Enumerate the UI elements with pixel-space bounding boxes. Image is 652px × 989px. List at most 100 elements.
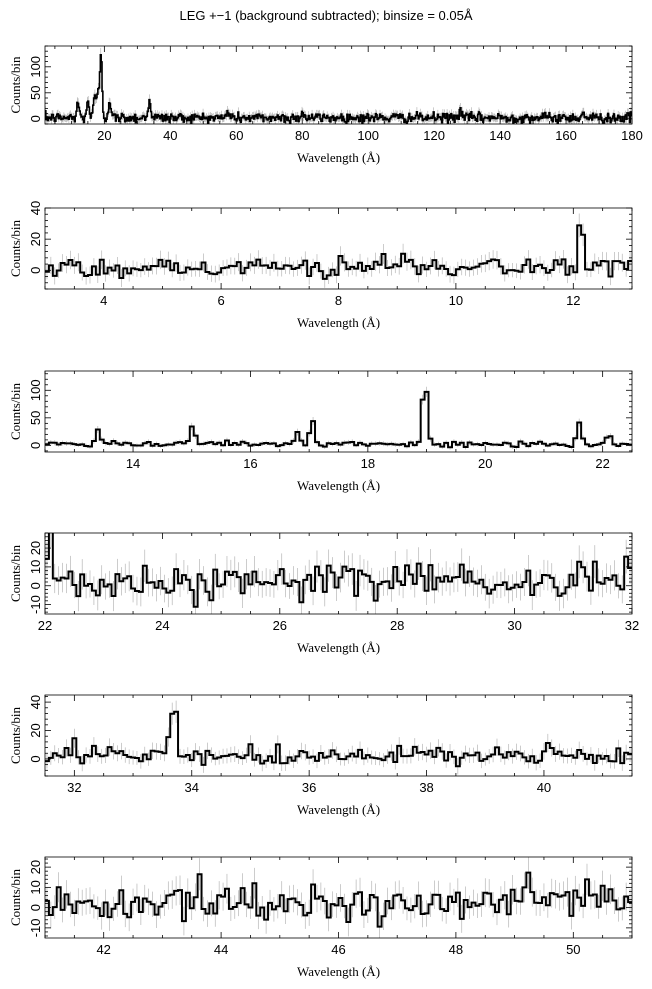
- error-bars: [46, 700, 631, 775]
- y-tick-label: 100: [28, 379, 43, 401]
- y-tick-label: 0: [28, 442, 43, 449]
- y-tick-label: 0: [28, 904, 43, 911]
- y-tick-label: 20: [28, 541, 43, 555]
- x-ticks: [44, 371, 633, 452]
- spectrum-series-line: [45, 224, 632, 280]
- y-ticks: [45, 207, 632, 290]
- x-tick-label: 36: [302, 780, 316, 795]
- y-axis-title: Counts/bin: [8, 706, 23, 764]
- y-tick-label: 0: [28, 267, 43, 274]
- spectrum-series-line: [45, 533, 632, 608]
- x-tick-label: 10: [449, 293, 463, 308]
- spectrum-series-line: [45, 53, 632, 124]
- x-tick-label: 80: [295, 128, 309, 143]
- x-tick-label: 16: [243, 456, 257, 471]
- x-tick-label: 6: [217, 293, 224, 308]
- x-tick-label: 46: [331, 942, 345, 957]
- y-tick-label: 100: [28, 56, 43, 78]
- x-axis-title: Wavelength (Å): [297, 640, 380, 655]
- x-tick-label: 18: [361, 456, 375, 471]
- spectrum-panel-3: 14 16 18 20 22 0 50 100 Wavelength (Å) Counts/bin: [8, 370, 633, 493]
- error-bar-path: [46, 386, 631, 450]
- x-tick-label: 14: [126, 456, 140, 471]
- y-axis-title: Counts/bin: [8, 219, 23, 277]
- x-ticks: [44, 695, 633, 776]
- y-axis-title: Counts/bin: [8, 544, 23, 602]
- x-tick-label: 38: [419, 780, 433, 795]
- spectrum-series-line: [45, 710, 632, 768]
- y-axis-title: Counts/bin: [8, 56, 23, 114]
- y-ticks: [45, 532, 632, 613]
- x-axis-title: Wavelength (Å): [297, 802, 380, 817]
- y-tick-label: 50: [28, 86, 43, 100]
- spectrum-panel-2: 4 6 8 10 12 0 20 40 Wavelength (Å) Counts/bin: [8, 201, 633, 330]
- x-tick-label: 30: [507, 618, 521, 633]
- x-tick-label: 24: [155, 618, 169, 633]
- spectrum-panel-6: 42 44 46 48 50 -10 0 10 20 Wavelength (Å) Counts/b…: [8, 856, 633, 979]
- plot-frame: [44, 370, 633, 453]
- x-tick-label: 100: [357, 128, 379, 143]
- y-ticks: [45, 45, 632, 125]
- x-tick-label: 44: [214, 942, 228, 957]
- y-tick-label: 0: [28, 115, 43, 122]
- error-bars: [46, 533, 631, 614]
- error-bars: [46, 213, 631, 288]
- error-bar-path: [46, 700, 631, 775]
- x-tick-label: 60: [229, 128, 243, 143]
- x-tick-label: 120: [423, 128, 445, 143]
- error-bars: [46, 386, 631, 450]
- x-tick-label: 42: [96, 942, 110, 957]
- y-axis-title: Counts/bin: [8, 868, 23, 926]
- x-tick-label: 50: [566, 942, 580, 957]
- x-tick-label: 180: [621, 128, 643, 143]
- x-tick-label: 20: [97, 128, 111, 143]
- y-tick-label: -10: [28, 595, 43, 614]
- x-ticks: [44, 857, 633, 938]
- spectrum-series-line: [45, 871, 632, 928]
- plot-frame: [44, 45, 633, 125]
- x-ticks: [54, 46, 633, 124]
- y-tick-label: 20: [28, 232, 43, 246]
- x-axis-title: Wavelength (Å): [297, 150, 380, 165]
- error-bar-path: [46, 213, 631, 288]
- y-ticks: [45, 696, 632, 777]
- error-bar-path: [46, 533, 631, 614]
- x-ticks: [44, 533, 633, 614]
- x-tick-label: 40: [163, 128, 177, 143]
- x-tick-label: 22: [595, 456, 609, 471]
- x-tick-label: 4: [100, 293, 107, 308]
- x-tick-label: 32: [67, 780, 81, 795]
- y-tick-label: 0: [28, 755, 43, 762]
- x-tick-label: 140: [489, 128, 511, 143]
- spectrum-series-line: [45, 390, 632, 449]
- y-tick-label: 40: [28, 201, 43, 215]
- page-title: LEG +−1 (background subtracted); binsize…: [179, 8, 473, 23]
- x-axis-title: Wavelength (Å): [297, 315, 380, 330]
- y-tick-label: 40: [28, 695, 43, 709]
- spectrum-panel-4: 22 24 26 28 30 32 -10 0 10 20 Wavelength (Å) Counts…: [8, 532, 639, 655]
- y-ticks: [45, 373, 632, 452]
- x-axis-title: Wavelength (Å): [297, 478, 380, 493]
- spectrum-panel-5: 32 34 36 38 40 0 20 40 Wavelength (Å) Counts/bin: [8, 694, 633, 817]
- spectrum-panel-1: 20 40 60 80 100 120 140 160 180 0 50 100 Wavelength …: [8, 45, 643, 165]
- x-tick-label: 32: [625, 618, 639, 633]
- x-tick-label: 26: [273, 618, 287, 633]
- x-tick-label: 28: [390, 618, 404, 633]
- y-tick-label: 10: [28, 560, 43, 574]
- x-tick-label: 34: [185, 780, 199, 795]
- x-tick-label: 160: [555, 128, 577, 143]
- x-tick-label: 12: [566, 293, 580, 308]
- x-tick-label: 20: [478, 456, 492, 471]
- y-tick-label: 20: [28, 723, 43, 737]
- x-tick-label: 40: [537, 780, 551, 795]
- plot-frame: [44, 207, 633, 290]
- x-tick-label: 48: [449, 942, 463, 957]
- x-tick-label: 8: [335, 293, 342, 308]
- x-ticks: [44, 208, 633, 289]
- y-tick-label: 10: [28, 880, 43, 894]
- y-tick-label: -10: [28, 918, 43, 937]
- y-axis-title: Counts/bin: [8, 382, 23, 440]
- x-tick-label: 22: [38, 618, 52, 633]
- y-ticks: [45, 858, 632, 937]
